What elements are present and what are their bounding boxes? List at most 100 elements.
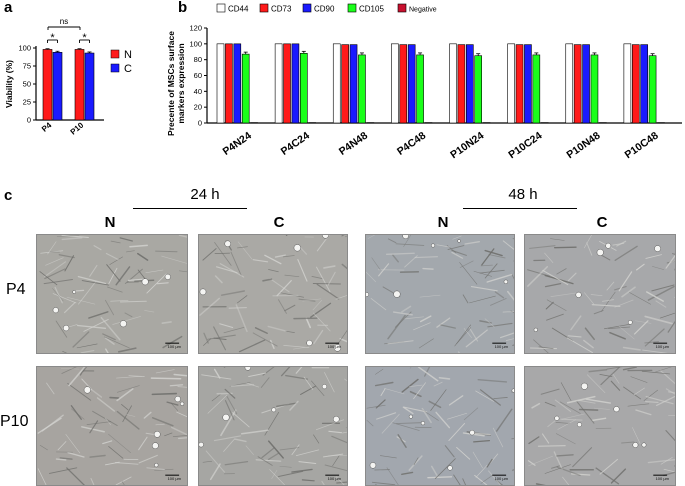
scale-bar-label: 100 µm — [168, 344, 181, 349]
x-tick-label: P4N24 — [221, 130, 254, 158]
time-bracket-48h — [463, 208, 577, 209]
y-tick-label: 100 — [18, 44, 31, 53]
bar-P4C24-CD44 — [275, 44, 282, 123]
cell-texture — [199, 367, 347, 485]
scale-bar-label: 100 µm — [656, 476, 669, 481]
y-axis-label: Viability (%) — [4, 60, 14, 108]
bar-P4N48-CD44 — [333, 44, 340, 123]
cell-texture — [37, 367, 187, 485]
legend-label-Negative: Negative — [409, 7, 437, 14]
legend-swatch-Negative — [398, 4, 406, 12]
micrograph-p4-n-24h: 100 µm — [36, 234, 188, 354]
bar-P10C24-Negative — [541, 123, 548, 124]
x-tick-label: P10C48 — [623, 130, 661, 162]
bar-P10N24-CD73 — [458, 45, 465, 123]
cell-texture — [366, 235, 514, 353]
bar-P10C24-CD105 — [533, 55, 540, 123]
bar-P10C48-Negative — [657, 123, 664, 124]
row-label-p10: P10 — [0, 413, 28, 431]
cell-texture — [199, 235, 347, 353]
x-tick-label: P4 — [40, 120, 54, 134]
scale-bar-label: 100 µm — [495, 344, 508, 349]
bar-P10C48-CD73 — [632, 45, 639, 123]
bar-P4-N — [43, 49, 52, 120]
bar-P4N24-CD44 — [217, 44, 224, 123]
legend-swatch-C — [111, 64, 119, 72]
x-tick-label: P10N48 — [564, 130, 602, 162]
bar-P10N48-CD73 — [574, 45, 581, 123]
bar-P10C24-CD44 — [508, 44, 515, 123]
y-tick-label: 20 — [194, 103, 202, 112]
time-label-24h: 24 h — [150, 186, 260, 203]
bar-P10N24-CD44 — [450, 44, 457, 123]
bar-P4N24-CD105 — [242, 54, 249, 123]
bar-P4N24-CD73 — [225, 44, 232, 123]
bar-P4C24-CD90 — [292, 44, 299, 123]
row-label-p4: P4 — [6, 281, 26, 299]
bar-P10N48-CD90 — [583, 45, 590, 123]
time-label-48h: 48 h — [468, 186, 578, 203]
bar-P4N24-CD90 — [234, 44, 241, 123]
bar-P10N24-CD90 — [466, 45, 473, 123]
sig-label: ns — [60, 17, 68, 26]
column-header-n-24h: N — [100, 214, 120, 231]
column-header-c-24h: C — [269, 214, 289, 231]
bar-P10C48-CD44 — [624, 44, 631, 123]
y-tick-label: 75 — [23, 62, 31, 71]
micrograph-p10-n-48h: 100 µm — [365, 366, 515, 486]
sig-label: * — [50, 32, 55, 44]
micrograph-p10-c-24h: 100 µm — [198, 366, 348, 486]
y-axis-label-line: markers expression — [176, 43, 186, 123]
sig-label: * — [82, 32, 87, 44]
bar-P10C24-CD90 — [524, 45, 531, 123]
scale-bar-label: 100 µm — [495, 476, 508, 481]
bar-P4N24-Negative — [251, 123, 258, 124]
scale-bar-label: 100 µm — [328, 344, 341, 349]
bar-P10N24-CD105 — [475, 56, 482, 123]
bar-P4C24-Negative — [309, 123, 316, 124]
y-tick-label: 60 — [194, 71, 202, 80]
legend-label-CD90: CD90 — [314, 5, 335, 14]
x-tick-label: P10N24 — [448, 130, 486, 162]
bar-P10C48-CD105 — [649, 56, 656, 123]
bar-P4C24-CD105 — [300, 53, 307, 123]
y-tick-label: 0 — [198, 119, 202, 128]
micrograph-p4-n-48h: 100 µm — [365, 234, 515, 354]
scale-bar-label: 100 µm — [656, 344, 669, 349]
bar-P10N24-Negative — [483, 123, 490, 124]
micrograph-p4-c-24h: 100 µm — [198, 234, 348, 354]
legend-swatch-CD105 — [348, 4, 356, 12]
bar-P10-N — [75, 49, 84, 120]
column-header-n-48h: N — [433, 214, 453, 231]
scale-bar-label: 100 µm — [168, 476, 181, 481]
bar-P10C24-CD73 — [516, 45, 523, 123]
y-tick-label: 0 — [27, 116, 31, 125]
cell-texture — [525, 367, 675, 485]
bar-P4C48-CD73 — [400, 45, 407, 123]
micrograph-p10-c-48h: 100 µm — [524, 366, 676, 486]
bar-P4N48-CD90 — [350, 45, 357, 123]
y-tick-label: 80 — [194, 55, 202, 64]
x-tick-label: P4C24 — [279, 130, 312, 158]
y-axis-label-line: Precente of MSCs surface — [166, 31, 176, 136]
legend-swatch-N — [111, 50, 119, 58]
legend-label-CD105: CD105 — [359, 5, 384, 14]
scale-bar-label: 100 µm — [328, 476, 341, 481]
bar-P4C48-CD44 — [391, 44, 398, 123]
y-tick-label: 25 — [23, 98, 31, 107]
bar-P4C24-CD73 — [284, 44, 291, 123]
x-tick-label: P10C24 — [506, 130, 544, 162]
legend-swatch-CD73 — [260, 4, 268, 12]
cell-texture — [525, 235, 675, 353]
time-bracket-24h — [133, 208, 247, 209]
legend-label-C: C — [124, 63, 132, 75]
legend-swatch-CD90 — [303, 4, 311, 12]
bar-P10N48-CD44 — [566, 44, 573, 123]
bar-P10N48-Negative — [599, 123, 606, 124]
micrograph-p4-c-48h: 100 µm — [524, 234, 676, 354]
bar-P4C48-Negative — [425, 123, 432, 124]
legend-label-CD44: CD44 — [228, 5, 249, 14]
